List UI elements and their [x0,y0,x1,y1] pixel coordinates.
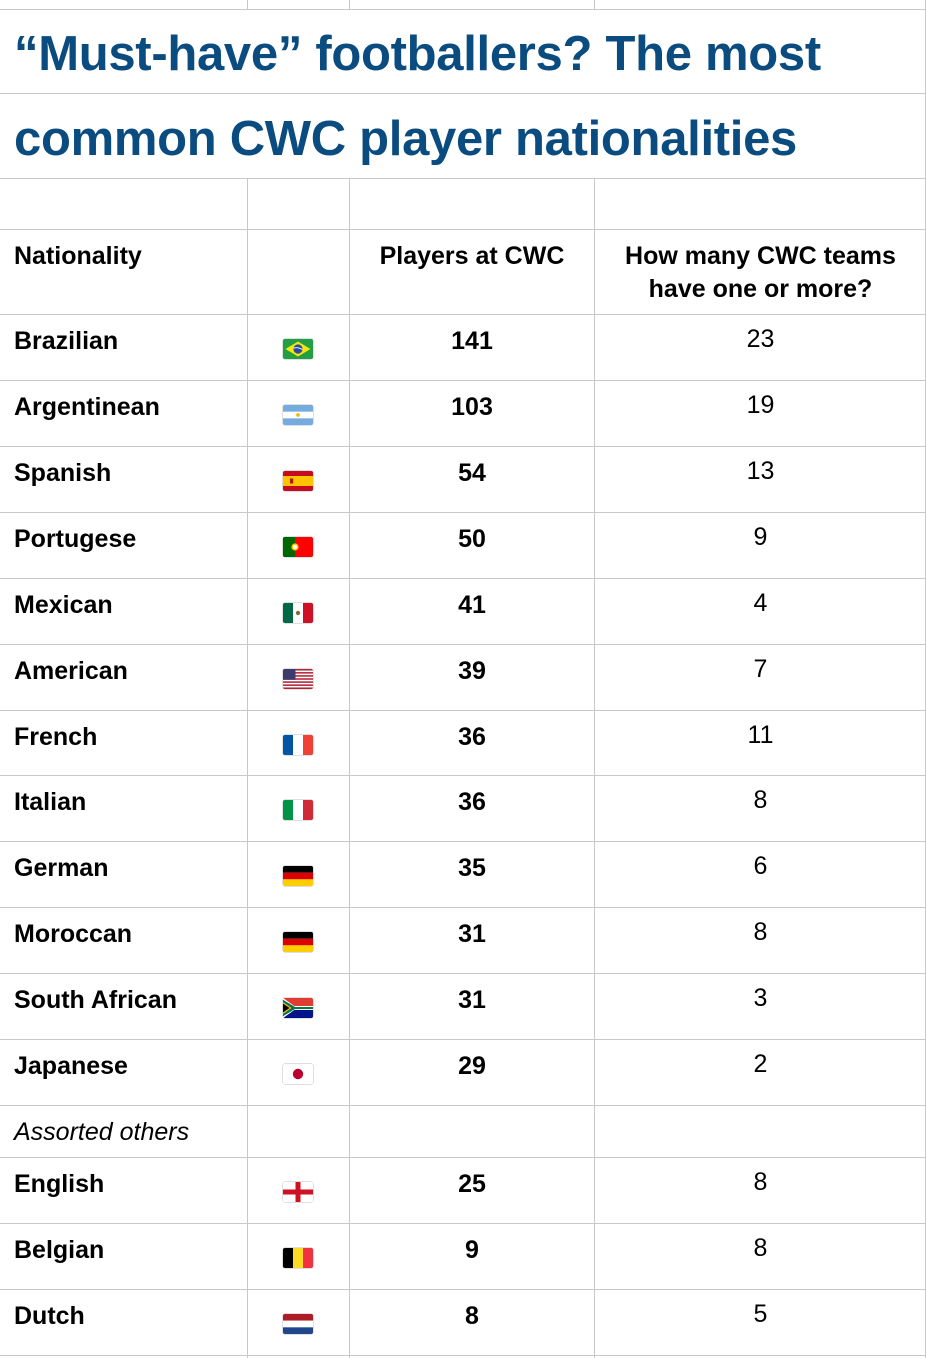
grid-line [0,973,926,974]
belgium-flag-icon [283,1248,313,1268]
page-title-line-1: “Must-have” footballers? The most [14,27,821,81]
table-row-players: 9 [465,1236,479,1264]
table-row-teams: 8 [753,1234,768,1262]
grid-line [0,1105,926,1106]
grid-line [0,446,926,447]
table-row-nationality: Portugese [14,525,137,553]
grid-line [0,93,926,94]
spain-flag-icon [283,471,313,491]
table-row-nationality: Moroccan [14,920,133,948]
grid-line [594,0,595,10]
table-row-teams: 9 [753,523,768,551]
table-row-teams: 8 [753,918,768,946]
table-row-nationality: American [14,657,128,685]
grid-line [247,179,248,1358]
germany-flag-icon [283,866,313,886]
table-row-nationality: Argentinean [14,393,160,421]
grid-line [0,380,926,381]
table-row-players: 103 [451,393,493,421]
table-row-players: 31 [458,986,486,1014]
table-row-players: 41 [458,591,486,619]
table-row-nationality: Belgian [14,1236,105,1264]
france-flag-icon [283,735,313,755]
grid-line [0,1355,926,1356]
table-row-teams: 2 [753,1050,768,1078]
grid-line [594,179,595,1358]
grid-line [0,9,926,10]
table-row-nationality: Spanish [14,459,112,487]
table-row-nationality: South African [14,986,177,1014]
italy-flag-icon [283,800,313,820]
table-row-nationality: Brazilian [14,327,119,355]
germany-flag-icon [283,932,313,952]
grid-line [0,512,926,513]
grid-line [0,1223,926,1224]
table-row-teams: 8 [753,1168,768,1196]
table-row-nationality: English [14,1170,105,1198]
table-row-teams: 4 [753,589,768,617]
table-row-teams: 8 [753,786,768,814]
grid-line [0,1157,926,1158]
header-players: Players at CWC [379,242,565,270]
grid-line [0,841,926,842]
table-row-teams: 23 [746,325,775,353]
argentina-flag-icon [283,405,313,425]
grid-line [0,1289,926,1290]
grid-line [0,710,926,711]
grid-line [0,178,926,179]
table-row-players: 31 [458,920,486,948]
grid-line [0,1039,926,1040]
grid-line [0,314,926,315]
table-row-teams: 19 [746,391,775,419]
table-row-nationality: Japanese [14,1052,128,1080]
grid-line [0,644,926,645]
table-row-players: 50 [458,525,486,553]
portugal-flag-icon [283,537,313,557]
table-row-teams: 3 [753,984,768,1012]
table-row-nationality: German [14,854,109,882]
table-row-players: 25 [458,1170,486,1198]
brazil-flag-icon [283,339,313,359]
table-row-players: 36 [458,788,486,816]
header-teams-line-2: have one or more? [648,275,873,303]
table-row-players: 35 [458,854,486,882]
grid-line [0,775,926,776]
netherlands-flag-icon [283,1314,313,1334]
grid-line [349,179,350,1358]
table-row-players: 54 [458,459,486,487]
grid-line [0,578,926,579]
england-flag-icon [283,1182,313,1202]
table-row-nationality: Dutch [14,1302,85,1330]
table-row-teams: 7 [753,655,768,683]
grid-line [247,0,248,10]
grid-line [349,0,350,10]
header-nationality: Nationality [14,242,142,270]
table-row-players: 29 [458,1052,486,1080]
page-title-line-2: common CWC player nationalities [14,112,798,166]
table-row-players: 39 [458,657,486,685]
section-label-assorted-others: Assorted others [14,1118,190,1146]
table-row-nationality: Italian [14,788,87,816]
table-row-nationality: French [14,723,98,751]
table-row-teams: 6 [753,852,768,880]
table-row-players: 141 [451,327,493,355]
table-row-players: 36 [458,723,486,751]
table-row-teams: 13 [746,457,775,485]
south-africa-flag-icon [283,998,313,1018]
grid-line [0,229,926,230]
table-row-nationality: Mexican [14,591,113,619]
header-teams-line-1: How many CWC teams [625,242,896,270]
usa-flag-icon [283,669,313,689]
table-row-teams: 11 [747,721,774,749]
mexico-flag-icon [283,603,313,623]
grid-line [0,907,926,908]
japan-flag-icon [283,1064,313,1084]
table-row-players: 8 [465,1302,479,1330]
table-row-teams: 5 [753,1300,768,1328]
